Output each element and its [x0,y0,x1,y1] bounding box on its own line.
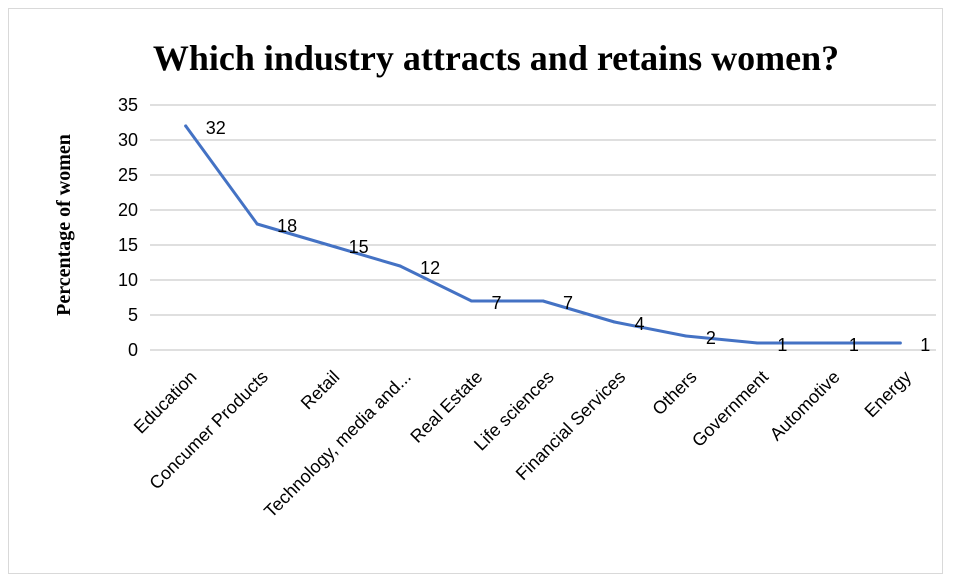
data-label: 2 [706,328,716,348]
y-tick-label: 10 [118,270,138,290]
data-point [684,334,688,338]
data-label: 1 [849,335,859,355]
y-tick-label: 0 [128,340,138,360]
data-label: 7 [492,293,502,313]
y-axis-ticks: 0 5 10 15 20 25 30 35 [118,95,138,360]
gridlines [150,104,936,351]
y-tick-label: 35 [118,95,138,115]
data-label: 15 [349,237,369,257]
data-point [470,299,474,303]
y-tick-label: 20 [118,200,138,220]
y-axis-label: Percentage of women [53,134,75,316]
data-point [612,320,616,324]
y-tick-label: 30 [118,130,138,150]
chart-title: Which industry attracts and retains wome… [153,38,839,78]
series-layer [184,124,902,345]
x-tick-label: Energy [861,367,915,421]
data-point [755,341,759,345]
data-labels: 32 18 15 12 7 7 4 2 1 1 1 [206,118,931,355]
data-point [327,243,331,247]
data-point [827,341,831,345]
data-label: 32 [206,118,226,138]
data-label: 7 [563,293,573,313]
data-point [541,299,545,303]
data-point [398,264,402,268]
x-tick-label: Others [648,367,700,419]
x-tick-label: Retail [297,367,344,414]
x-tick-label: Government [688,367,772,451]
data-label: 4 [634,314,644,334]
x-tick-label: Technology, media and... [260,367,415,522]
data-label: 1 [920,335,930,355]
y-tick-label: 15 [118,235,138,255]
x-tick-label: Automotive [766,367,844,445]
chart-frame [8,8,943,574]
x-tick-label: Education [130,367,201,438]
data-point [255,222,259,226]
data-point [184,124,188,128]
data-point [898,341,902,345]
y-tick-label: 25 [118,165,138,185]
data-label: 1 [777,335,787,355]
y-tick-label: 5 [128,305,138,325]
data-label: 18 [277,216,297,236]
data-label: 12 [420,258,440,278]
x-tick-label: Concumer Products [145,367,272,494]
